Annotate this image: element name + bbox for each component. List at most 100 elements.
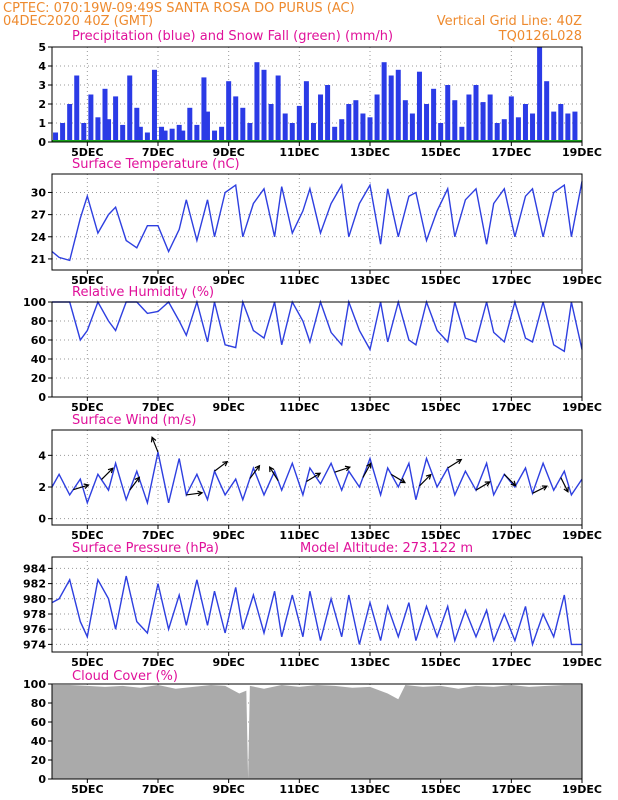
rh-ytick-label: 0 xyxy=(38,391,46,404)
wind-vector xyxy=(362,463,372,478)
precip-bar xyxy=(424,104,430,142)
temp-frame xyxy=(51,173,583,271)
cloud-xtick-label: 11DEC xyxy=(279,783,319,796)
precip-bar xyxy=(151,69,157,142)
precip-bar xyxy=(303,81,309,142)
cloud-xtick-label: 5DEC xyxy=(71,783,103,796)
precip-bar xyxy=(565,113,571,142)
precip-bar xyxy=(95,117,101,142)
cloud-ytick-label: 40 xyxy=(31,735,47,748)
precip-bar xyxy=(88,94,94,142)
precip-bar xyxy=(204,111,210,142)
pres-xtick-label: 7DEC xyxy=(142,656,174,669)
precip-xtick-label: 15DEC xyxy=(421,146,461,159)
wind-vector xyxy=(503,473,517,487)
precip-xtick-label: 17DEC xyxy=(491,146,531,159)
precip-ytick-label: 1 xyxy=(38,117,46,130)
wind-vector-head xyxy=(315,472,322,478)
cloud-frame xyxy=(51,683,583,780)
wind-vector-head xyxy=(107,467,114,474)
precip-bar xyxy=(522,104,528,142)
precip-bar xyxy=(240,107,246,142)
precip-bar xyxy=(201,77,207,142)
precip-bar xyxy=(332,126,338,142)
wind-vector xyxy=(101,467,114,481)
precip-bar xyxy=(438,123,444,142)
rh-xtick-label: 13DEC xyxy=(350,401,390,414)
wind-vector-head xyxy=(268,466,275,473)
wind-xtick-label: 13DEC xyxy=(350,529,390,542)
precip-bar xyxy=(67,104,73,142)
pres-xtick-label: 5DEC xyxy=(71,656,103,669)
rh-xtick-label: 15DEC xyxy=(421,401,461,414)
wind-vector xyxy=(214,461,228,472)
cloud-area xyxy=(52,684,582,779)
rh-ytick-label: 40 xyxy=(31,353,47,366)
precip-bar xyxy=(360,113,366,142)
wind-xtick-label: 19DEC xyxy=(562,529,602,542)
cloud-ytick-label: 60 xyxy=(31,716,47,729)
precip-bar xyxy=(81,123,87,142)
precip-bar xyxy=(310,123,316,142)
precip-bar xyxy=(339,119,345,142)
precip-bar xyxy=(346,104,352,142)
wind-vector-head xyxy=(484,481,491,487)
wind-vector xyxy=(186,492,203,496)
precip-bar xyxy=(120,124,126,142)
temp-ytick-label: 27 xyxy=(31,209,46,222)
rh-title: Relative Humidity (%) xyxy=(72,285,214,300)
rh-xtick-label: 9DEC xyxy=(212,401,244,414)
precip-bar xyxy=(530,113,536,142)
precip-bar xyxy=(388,75,394,142)
precip-bar xyxy=(537,47,543,142)
temp-xtick-label: 13DEC xyxy=(350,274,390,287)
precip-bar xyxy=(254,62,260,143)
precip-bar xyxy=(137,126,143,142)
cloud-xtick-label: 19DEC xyxy=(562,783,602,796)
rh-ytick-label: 60 xyxy=(31,334,47,347)
precip-panel: 0 1 2 3 4 5 5DEC 7DEC 9DEC 11DEC 13DEC 15DEC 17DEC 19… xyxy=(38,41,602,159)
precip-bar xyxy=(169,128,175,142)
pres-frame xyxy=(51,556,583,653)
precip-xtick-label: 19DEC xyxy=(562,146,602,159)
pres-xtick-label: 17DEC xyxy=(491,656,531,669)
rh-ytick-label: 80 xyxy=(31,315,47,328)
wind-xtick-label: 15DEC xyxy=(421,529,461,542)
precip-bar xyxy=(53,132,59,142)
precip-bar xyxy=(473,85,479,142)
wind-frame xyxy=(51,429,583,526)
temp-xtick-label: 9DEC xyxy=(212,274,244,287)
precip-bar xyxy=(144,132,150,142)
precip-bar xyxy=(325,85,331,142)
precip-bar xyxy=(268,104,274,142)
precip-bar xyxy=(187,107,193,142)
temp-xtick-label: 5DEC xyxy=(71,274,103,287)
precip-bar xyxy=(180,130,186,142)
precip-xtick-label: 13DEC xyxy=(350,146,390,159)
header-gridline: Vertical Grid Line: 40Z xyxy=(437,14,582,29)
wind-vector xyxy=(532,485,548,494)
cloud-panel: 0 20 40 60 80 100 5DEC 7DEC 9DEC 11DEC 13DEC 15DEC 1… xyxy=(23,678,602,796)
precip-bar xyxy=(134,107,140,142)
precip-bar xyxy=(159,126,165,142)
precip-bar xyxy=(289,123,295,142)
precip-xtick-label: 11DEC xyxy=(279,146,319,159)
temp-line xyxy=(51,181,583,262)
precip-bar xyxy=(409,113,415,142)
wind-vector-head xyxy=(197,490,204,497)
pres-xtick-label: 19DEC xyxy=(562,656,602,669)
wind-panel: 0 2 4 5DEC 7DEC 9DEC 11DEC 13DEC 15DEC 17DEC 19DEC xyxy=(38,429,602,542)
wind-vector xyxy=(249,465,260,479)
wind-vector-head xyxy=(456,458,463,465)
temp-xtick-label: 11DEC xyxy=(279,274,319,287)
cloud-xtick-label: 9DEC xyxy=(212,783,244,796)
rh-line xyxy=(52,299,583,353)
pres-ytick-label: 984 xyxy=(23,562,46,575)
wind-vector xyxy=(73,484,89,491)
wind-vector-head xyxy=(366,462,372,469)
pres-xtick-label: 11DEC xyxy=(279,656,319,669)
rh-xtick-label: 19DEC xyxy=(562,401,602,414)
wind-vector xyxy=(419,474,432,487)
rh-xtick-label: 5DEC xyxy=(71,401,103,414)
precip-bar xyxy=(113,96,119,142)
